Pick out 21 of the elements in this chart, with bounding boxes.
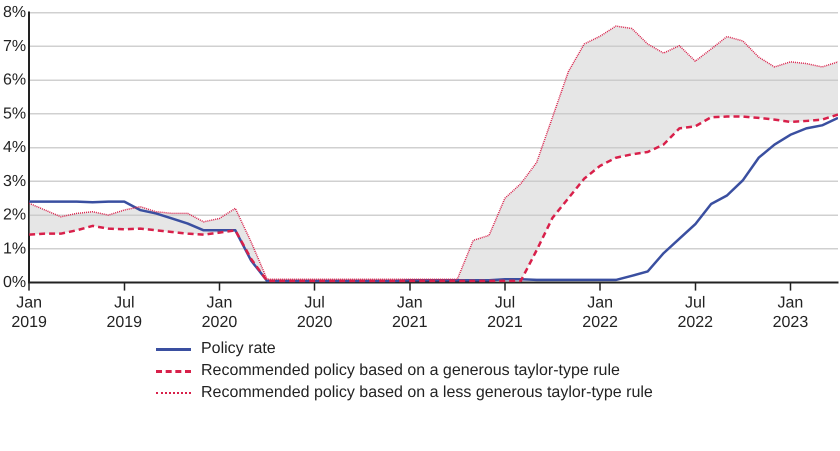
y-tick-label: 4%	[3, 139, 26, 156]
x-tick-label: Jul 2022	[677, 294, 714, 331]
x-tick-label: Jan 2020	[202, 294, 238, 331]
x-tick-label: Jan 2023	[772, 294, 808, 331]
x-tick-label: Jan 2022	[582, 294, 618, 331]
y-tick-label: 0%	[3, 274, 26, 292]
y-tick-label: 2%	[3, 206, 26, 224]
y-tick-label: 1%	[3, 240, 26, 258]
y-tick-label: 7%	[3, 38, 26, 55]
y-tick-label: 5%	[3, 105, 26, 122]
legend-label: Policy rate	[201, 340, 276, 358]
y-tick-label: 6%	[3, 72, 26, 89]
y-tick-label: 3%	[3, 172, 26, 190]
x-tick-label: Jan 2021	[392, 294, 428, 331]
y-tick-label: 8%	[3, 4, 26, 22]
legend-label: Recommended policy based on a less generous taylor-type rule	[201, 384, 653, 402]
x-tick-label: Jul 2021	[487, 294, 523, 331]
x-tick-label: Jan 2019	[11, 294, 48, 331]
x-tick-label: Jul 2019	[106, 294, 142, 331]
legend-label: Recommended policy based on a generous taylor-type rule	[201, 362, 620, 380]
x-tick-label: Jul 2020	[296, 294, 333, 331]
